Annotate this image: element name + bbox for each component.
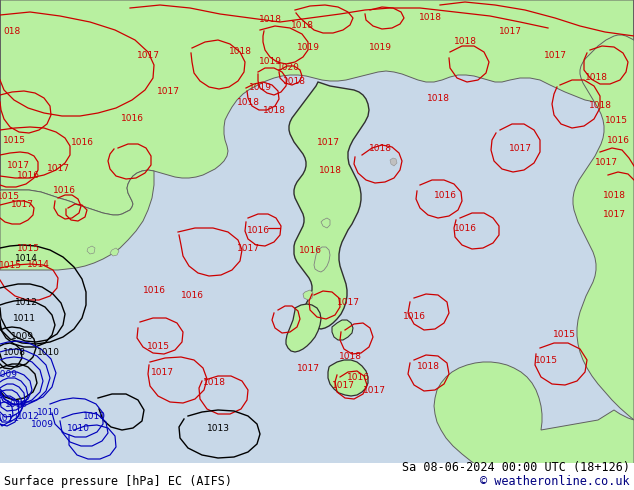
- Text: Sa 08-06-2024 00:00 UTC (18+126): Sa 08-06-2024 00:00 UTC (18+126): [402, 461, 630, 474]
- Text: 1009: 1009: [0, 369, 18, 378]
- Text: 1018: 1018: [602, 191, 626, 199]
- Polygon shape: [434, 362, 634, 490]
- Polygon shape: [573, 0, 634, 420]
- Text: 1018: 1018: [290, 21, 313, 29]
- Text: 1015: 1015: [0, 192, 20, 200]
- Text: 1018: 1018: [453, 38, 477, 47]
- Polygon shape: [332, 320, 353, 340]
- Text: 1018: 1018: [283, 77, 306, 87]
- Text: 1015: 1015: [3, 136, 25, 145]
- Text: 1015: 1015: [604, 116, 628, 124]
- Text: 1016: 1016: [403, 312, 425, 320]
- Polygon shape: [0, 0, 634, 215]
- Text: 1014: 1014: [15, 253, 37, 263]
- Text: 1012: 1012: [15, 297, 37, 307]
- Text: 1016: 1016: [347, 372, 370, 382]
- Text: 1017: 1017: [11, 199, 34, 209]
- Text: 1016: 1016: [181, 291, 204, 299]
- Polygon shape: [0, 420, 634, 490]
- Text: 1015: 1015: [552, 329, 576, 339]
- Text: 1016: 1016: [143, 286, 165, 294]
- Polygon shape: [87, 246, 95, 254]
- Polygon shape: [390, 158, 397, 166]
- Text: 1016: 1016: [434, 191, 456, 199]
- Text: 1018: 1018: [262, 105, 285, 115]
- Text: 1010: 1010: [37, 347, 60, 357]
- Text: 1017: 1017: [498, 27, 522, 36]
- Text: 1015: 1015: [16, 244, 39, 252]
- Text: 1016: 1016: [247, 225, 269, 235]
- Text: 1018: 1018: [236, 98, 259, 106]
- Text: 1017: 1017: [157, 88, 179, 97]
- Text: 1018: 1018: [368, 144, 392, 152]
- Text: 1020: 1020: [276, 64, 299, 73]
- Text: 1011: 1011: [0, 414, 20, 422]
- Text: © weatheronline.co.uk: © weatheronline.co.uk: [481, 475, 630, 488]
- Text: 1017: 1017: [316, 138, 339, 147]
- Polygon shape: [0, 0, 154, 270]
- Text: 1016: 1016: [53, 186, 75, 195]
- Text: 1018: 1018: [202, 377, 226, 387]
- Text: Surface pressure [hPa] EC (AIFS): Surface pressure [hPa] EC (AIFS): [4, 475, 232, 488]
- Text: 1010: 1010: [67, 423, 89, 433]
- Text: 1019: 1019: [259, 57, 281, 67]
- Text: 1018: 1018: [259, 16, 281, 24]
- Text: 1013: 1013: [207, 423, 230, 433]
- Text: 1016: 1016: [607, 136, 630, 145]
- Text: 1017: 1017: [150, 368, 174, 376]
- Text: 1019: 1019: [368, 44, 392, 52]
- Text: 1016: 1016: [299, 245, 321, 254]
- Bar: [0, 463, 634, 490]
- Text: 1017: 1017: [508, 144, 531, 152]
- Text: 1018: 1018: [585, 74, 607, 82]
- Text: 1017: 1017: [6, 161, 30, 170]
- Text: 1010: 1010: [82, 412, 105, 420]
- Text: 1016: 1016: [70, 138, 93, 147]
- Text: 1008: 1008: [3, 347, 25, 357]
- Text: 1018: 1018: [588, 100, 612, 109]
- Text: 1012: 1012: [16, 412, 39, 420]
- Text: 1018: 1018: [418, 14, 441, 23]
- Text: 1018: 1018: [228, 48, 252, 56]
- Text: 1015: 1015: [146, 342, 169, 350]
- Text: 1010: 1010: [4, 399, 27, 409]
- Text: 1016: 1016: [120, 114, 143, 122]
- Text: 1018: 1018: [417, 362, 439, 370]
- Text: 1017: 1017: [332, 381, 354, 390]
- Text: 1019: 1019: [297, 44, 320, 52]
- Polygon shape: [110, 248, 119, 256]
- Text: 1017: 1017: [595, 157, 618, 167]
- Text: 1016: 1016: [16, 171, 39, 179]
- Text: 1014: 1014: [27, 260, 49, 269]
- Text: 1017: 1017: [297, 364, 320, 372]
- Polygon shape: [314, 247, 330, 272]
- Text: 1017: 1017: [337, 297, 359, 307]
- Text: 018: 018: [3, 27, 21, 36]
- Text: 1017: 1017: [136, 51, 160, 60]
- Polygon shape: [286, 304, 321, 352]
- Polygon shape: [303, 290, 313, 300]
- Text: 1011: 1011: [13, 314, 36, 322]
- Polygon shape: [321, 218, 330, 228]
- Text: 1017: 1017: [46, 164, 70, 172]
- Text: 1010: 1010: [37, 408, 60, 416]
- Text: 1018: 1018: [318, 166, 342, 174]
- Text: 1017: 1017: [363, 386, 385, 394]
- Text: 1009: 1009: [30, 419, 53, 428]
- Polygon shape: [289, 82, 369, 329]
- Text: 1017: 1017: [602, 210, 626, 219]
- Text: 1018: 1018: [427, 94, 450, 102]
- Polygon shape: [328, 360, 368, 396]
- Text: 1016: 1016: [453, 223, 477, 232]
- Text: 1017: 1017: [543, 50, 567, 59]
- Text: 1017: 1017: [236, 244, 259, 252]
- Text: 1018: 1018: [339, 351, 361, 361]
- Text: 1015: 1015: [0, 261, 22, 270]
- Text: 1009: 1009: [11, 332, 34, 341]
- Text: 1019: 1019: [249, 83, 271, 93]
- Text: 1015: 1015: [534, 356, 557, 365]
